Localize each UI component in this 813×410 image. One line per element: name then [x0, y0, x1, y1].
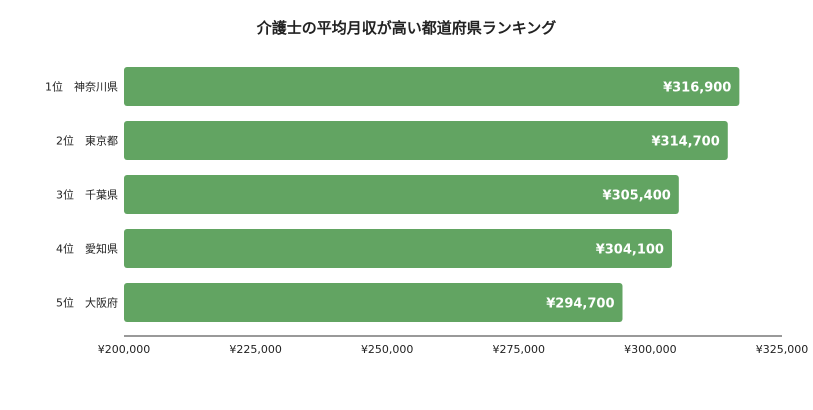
- x-tick-label: ¥275,000: [493, 343, 546, 356]
- bar: [124, 229, 672, 268]
- x-tick-label: ¥300,000: [624, 343, 677, 356]
- category-label: 3位 千葉県: [56, 188, 118, 202]
- bar-value-label: ¥304,100: [596, 243, 664, 258]
- x-tick-label: ¥250,000: [361, 343, 414, 356]
- category-label: 1位 神奈川県: [45, 80, 118, 94]
- x-tick-label: ¥225,000: [229, 343, 282, 356]
- bar: [124, 121, 728, 160]
- bar: [124, 283, 623, 322]
- bar-value-label: ¥316,900: [663, 81, 731, 96]
- category-label: 5位 大阪府: [56, 296, 118, 310]
- bar: [124, 175, 679, 214]
- x-tick-label: ¥200,000: [98, 343, 151, 356]
- category-label: 2位 東京都: [56, 134, 118, 148]
- bar-value-label: ¥294,700: [546, 297, 614, 312]
- bar-value-label: ¥314,700: [652, 135, 720, 150]
- chart-title: 介護士の平均月収が高い都道府県ランキング: [256, 19, 557, 37]
- bar-value-label: ¥305,400: [603, 189, 671, 204]
- bar: [124, 67, 740, 106]
- category-label: 4位 愛知県: [56, 242, 118, 256]
- x-tick-label: ¥325,000: [756, 343, 809, 356]
